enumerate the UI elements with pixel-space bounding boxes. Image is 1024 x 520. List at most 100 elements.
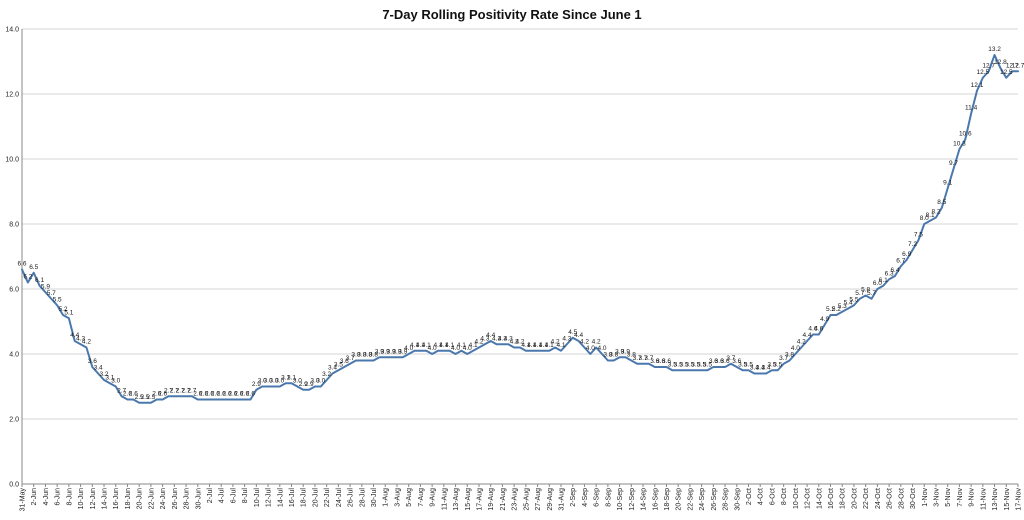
x-tick-label: 24-Jun — [160, 488, 167, 510]
x-tick-label: 28-Sep — [723, 488, 730, 511]
x-tick-label: 12-Jul — [266, 488, 273, 508]
data-label: 2.5 — [141, 394, 150, 401]
x-tick-label: 10-Jul — [254, 488, 261, 508]
x-tick-label: 18-Sep — [664, 488, 671, 511]
x-tick-label: 13-Nov — [992, 488, 999, 511]
data-label: 8.5 — [937, 199, 946, 206]
x-tick-label: 12-Oct — [805, 488, 812, 509]
x-tick-label: 14-Jul — [277, 488, 284, 508]
x-tick-label: 6-Sep — [594, 488, 601, 507]
x-tick-label: 18-Jun — [125, 488, 132, 510]
data-label: 4.2 — [797, 339, 806, 346]
data-label: 4.2 — [82, 339, 91, 346]
x-tick-label: 20-Oct — [851, 488, 858, 509]
x-tick-label: 26-Sep — [711, 488, 718, 511]
data-label: 3.9 — [398, 348, 407, 355]
data-label: 6.0 — [873, 280, 882, 287]
data-label: 4.6 — [808, 326, 817, 333]
data-label: 8.2 — [931, 209, 940, 216]
data-label: 9.1 — [943, 179, 952, 186]
data-label: 5.5 — [53, 296, 62, 303]
data-label: 3.5 — [680, 361, 689, 368]
x-axis-tick-labels: 31-May 2-Jun 4-Jun 6-Jun 8-Jun 10-Jun 12-Jun 14… — [20, 488, 1023, 512]
data-label: 4.1 — [439, 342, 448, 349]
x-tick-label: 5-Nov — [945, 488, 952, 507]
data-label: 3.8 — [603, 352, 612, 359]
data-label: 3.7 — [644, 355, 653, 362]
axes — [21, 29, 1019, 487]
data-label: 3.2 — [322, 371, 331, 378]
data-label: 6.4 — [890, 267, 899, 274]
data-label: 3.2 — [100, 371, 109, 378]
x-tick-label: 4-Sep — [582, 488, 589, 507]
data-label: 3.5 — [697, 361, 706, 368]
x-tick-label: 7-Aug — [418, 488, 425, 507]
data-label: 4.1 — [445, 342, 454, 349]
data-label: 3.5 — [773, 361, 782, 368]
data-label: 4.3 — [562, 335, 571, 342]
data-label: 3.7 — [346, 355, 355, 362]
data-label: 10.6 — [959, 131, 972, 138]
data-label: 5.1 — [64, 309, 73, 316]
data-label: 2.7 — [176, 387, 185, 394]
x-tick-label: 16-Jul — [289, 488, 296, 508]
data-label: 4.9 — [820, 316, 829, 323]
data-label: 2.5 — [135, 394, 144, 401]
data-label: 12.8 — [994, 59, 1007, 66]
data-label: 4.1 — [533, 342, 542, 349]
x-tick-label: 28-Jul — [359, 488, 366, 508]
data-label: 3.6 — [732, 358, 741, 365]
data-label: 3.4 — [756, 365, 765, 372]
x-tick-label: 12-Jun — [90, 488, 97, 510]
data-label: 10.3 — [953, 140, 966, 147]
data-label: 2.6 — [223, 391, 232, 398]
data-label: 4.1 — [521, 342, 530, 349]
data-label: 5.3 — [838, 303, 847, 310]
data-label: 5.2 — [58, 306, 67, 313]
data-label: 3.4 — [762, 365, 771, 372]
data-label: 4.5 — [568, 329, 577, 336]
x-tick-label: 13-Aug — [453, 488, 460, 511]
y-tick-label: 6.0 — [9, 287, 19, 294]
x-tick-label: 26-Jun — [172, 488, 179, 510]
data-label: 2.6 — [211, 391, 220, 398]
data-label: 6.9 — [902, 251, 911, 258]
x-tick-label: 4-Jun — [43, 488, 50, 506]
data-label: 3.4 — [94, 365, 103, 372]
data-label: 8.0 — [920, 215, 929, 222]
data-label: 3.7 — [639, 355, 648, 362]
data-label: 3.1 — [287, 374, 296, 381]
x-tick-label: 8-Oct — [781, 488, 788, 505]
data-label: 3.5 — [767, 361, 776, 368]
x-tick-label: 10-Sep — [617, 488, 624, 511]
data-label: 3.6 — [709, 358, 718, 365]
data-label: 4.2 — [474, 339, 483, 346]
x-tick-label: 29-Aug — [547, 488, 554, 511]
x-tick-label: 8-Sep — [605, 488, 612, 507]
data-label: 12.1 — [971, 82, 984, 89]
data-label: 3.9 — [375, 348, 384, 355]
data-label: 3.6 — [650, 358, 659, 365]
data-label: 3.0 — [275, 378, 284, 385]
x-tick-label: 8-Jun — [66, 488, 73, 506]
x-tick-label: 20-Sep — [676, 488, 683, 511]
data-label: 3.4 — [750, 365, 759, 372]
data-label: 3.0 — [258, 378, 267, 385]
x-tick-label: 5-Aug — [406, 488, 413, 507]
data-label: 3.6 — [656, 358, 665, 365]
data-label: 12.7 — [1006, 62, 1019, 69]
data-label: 4.1 — [433, 342, 442, 349]
data-label: 2.6 — [123, 391, 132, 398]
data-labels: 6.66.26.56.15.95.75.55.25.14.44.34.23.63… — [17, 46, 1024, 401]
data-label: 3.0 — [269, 378, 278, 385]
x-tick-label: 15-Aug — [465, 488, 472, 511]
data-label: 2.6 — [152, 391, 161, 398]
data-label: 4.2 — [592, 339, 601, 346]
data-label: 4.4 — [574, 332, 583, 339]
data-label: 12.5 — [1000, 69, 1013, 76]
x-tick-label: 22-Jun — [148, 488, 155, 510]
data-label: 3.6 — [662, 358, 671, 365]
data-label: 12.5 — [977, 69, 990, 76]
